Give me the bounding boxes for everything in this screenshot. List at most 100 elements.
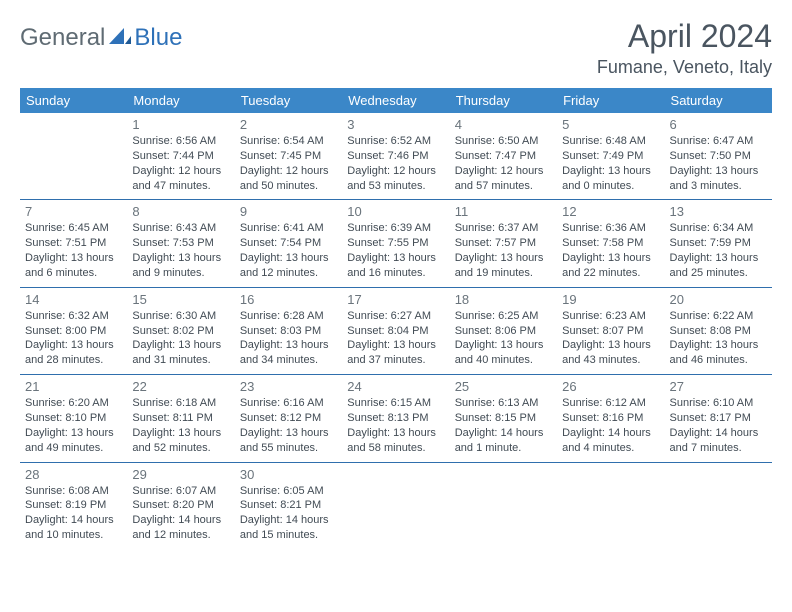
day-info: Sunrise: 6:10 AMSunset: 8:17 PMDaylight:… xyxy=(670,396,767,455)
calendar-cell: 25 Sunrise: 6:13 AMSunset: 8:15 PMDayligh… xyxy=(450,375,557,462)
calendar-cell: 10 Sunrise: 6:39 AMSunset: 7:55 PMDayligh… xyxy=(342,200,449,287)
calendar-cell: 12 Sunrise: 6:36 AMSunset: 7:58 PMDayligh… xyxy=(557,200,664,287)
day-number: 18 xyxy=(455,292,552,307)
day-number: 16 xyxy=(240,292,337,307)
day-info: Sunrise: 6:20 AMSunset: 8:10 PMDaylight:… xyxy=(25,396,122,455)
calendar-body: 1Sunrise: 6:56 AMSunset: 7:44 PMDaylight… xyxy=(20,113,772,549)
logo-sail-icon xyxy=(109,26,131,51)
calendar-cell: 8Sunrise: 6:43 AMSunset: 7:53 PMDaylight… xyxy=(127,200,234,287)
logo-text-blue: Blue xyxy=(134,24,182,52)
day-number: 15 xyxy=(132,292,229,307)
day-info: Sunrise: 6:22 AMSunset: 8:08 PMDaylight:… xyxy=(670,309,767,368)
page: General Blue April 2024 Fumane, Veneto, … xyxy=(0,0,792,549)
calendar-cell: 15Sunrise: 6:30 AMSunset: 8:02 PMDayligh… xyxy=(127,287,234,374)
day-number: 23 xyxy=(240,379,337,394)
weekday-header: Thursday xyxy=(450,88,557,113)
calendar-cell xyxy=(665,462,772,549)
day-number: 17 xyxy=(347,292,444,307)
calendar-cell: 24Sunrise: 6:15 AMSunset: 8:13 PMDayligh… xyxy=(342,375,449,462)
calendar-row: 14 Sunrise: 6:32 AMSunset: 8:00 PMDayligh… xyxy=(20,287,772,374)
day-info: Sunrise: 6:28 AMSunset: 8:03 PMDaylight:… xyxy=(240,309,337,368)
calendar-cell: 11Sunrise: 6:37 AMSunset: 7:57 PMDayligh… xyxy=(450,200,557,287)
day-info: Sunrise: 6:37 AMSunset: 7:57 PMDaylight:… xyxy=(455,221,552,280)
page-title: April 2024 xyxy=(597,18,772,55)
day-number: 4 xyxy=(455,117,552,132)
day-number: 12 xyxy=(562,204,659,219)
day-info: Sunrise: 6:25 AMSunset: 8:06 PMDaylight:… xyxy=(455,309,552,368)
logo-text-general: General xyxy=(20,24,105,52)
day-info: Sunrise: 6:36 AMSunset: 7:58 PMDaylight:… xyxy=(562,221,659,280)
day-info: Sunrise: 6:27 AMSunset: 8:04 PMDaylight:… xyxy=(347,309,444,368)
calendar-row: 28Sunrise: 6:08 AMSunset: 8:19 PMDayligh… xyxy=(20,462,772,549)
day-number: 21 xyxy=(25,379,122,394)
day-info: Sunrise: 6:07 AMSunset: 8:20 PMDaylight:… xyxy=(132,484,229,543)
weekday-header: Sunday xyxy=(20,88,127,113)
calendar-cell: 23 Sunrise: 6:16 AMSunset: 8:12 PMDayligh… xyxy=(235,375,342,462)
calendar-row: 21 Sunrise: 6:20 AMSunset: 8:10 PMDayligh… xyxy=(20,375,772,462)
day-info: Sunrise: 6:50 AMSunset: 7:47 PMDaylight:… xyxy=(455,134,552,193)
calendar-cell: 30 Sunrise: 6:05 AMSunset: 8:21 PMDayligh… xyxy=(235,462,342,549)
calendar-cell: 3 Sunrise: 6:52 AMSunset: 7:46 PMDaylight… xyxy=(342,113,449,200)
day-number: 7 xyxy=(25,204,122,219)
calendar-row: 7 Sunrise: 6:45 AMSunset: 7:51 PMDaylight… xyxy=(20,200,772,287)
calendar-cell: 22Sunrise: 6:18 AMSunset: 8:11 PMDayligh… xyxy=(127,375,234,462)
day-number: 22 xyxy=(132,379,229,394)
day-number: 26 xyxy=(562,379,659,394)
day-info: Sunrise: 6:16 AMSunset: 8:12 PMDaylight:… xyxy=(240,396,337,455)
calendar-table: SundayMondayTuesdayWednesdayThursdayFrid… xyxy=(20,88,772,549)
calendar-cell: 5 Sunrise: 6:48 AMSunset: 7:49 PMDaylight… xyxy=(557,113,664,200)
day-info: Sunrise: 6:39 AMSunset: 7:55 PMDaylight:… xyxy=(347,221,444,280)
title-block: April 2024 Fumane, Veneto, Italy xyxy=(597,18,772,78)
day-info: Sunrise: 6:05 AMSunset: 8:21 PMDaylight:… xyxy=(240,484,337,543)
day-number: 2 xyxy=(240,117,337,132)
location-text: Fumane, Veneto, Italy xyxy=(597,57,772,78)
day-number: 10 xyxy=(347,204,444,219)
calendar-cell xyxy=(20,113,127,200)
day-number: 14 xyxy=(25,292,122,307)
calendar-cell: 18 Sunrise: 6:25 AMSunset: 8:06 PMDayligh… xyxy=(450,287,557,374)
logo: General Blue xyxy=(20,24,182,52)
calendar-cell: 28Sunrise: 6:08 AMSunset: 8:19 PMDayligh… xyxy=(20,462,127,549)
day-info: Sunrise: 6:56 AMSunset: 7:44 PMDaylight:… xyxy=(132,134,229,193)
calendar-cell xyxy=(450,462,557,549)
calendar-cell: 9Sunrise: 6:41 AMSunset: 7:54 PMDaylight… xyxy=(235,200,342,287)
day-number: 3 xyxy=(347,117,444,132)
calendar-cell: 16 Sunrise: 6:28 AMSunset: 8:03 PMDayligh… xyxy=(235,287,342,374)
calendar-cell xyxy=(557,462,664,549)
calendar-cell: 19 Sunrise: 6:23 AMSunset: 8:07 PMDayligh… xyxy=(557,287,664,374)
day-number: 13 xyxy=(670,204,767,219)
day-info: Sunrise: 6:32 AMSunset: 8:00 PMDaylight:… xyxy=(25,309,122,368)
day-info: Sunrise: 6:52 AMSunset: 7:46 PMDaylight:… xyxy=(347,134,444,193)
calendar-cell: 17 Sunrise: 6:27 AMSunset: 8:04 PMDayligh… xyxy=(342,287,449,374)
day-info: Sunrise: 6:13 AMSunset: 8:15 PMDaylight:… xyxy=(455,396,552,455)
calendar-cell: 26Sunrise: 6:12 AMSunset: 8:16 PMDayligh… xyxy=(557,375,664,462)
calendar-cell: 14 Sunrise: 6:32 AMSunset: 8:00 PMDayligh… xyxy=(20,287,127,374)
calendar-row: 1Sunrise: 6:56 AMSunset: 7:44 PMDaylight… xyxy=(20,113,772,200)
calendar-head: SundayMondayTuesdayWednesdayThursdayFrid… xyxy=(20,88,772,113)
calendar-cell: 13 Sunrise: 6:34 AMSunset: 7:59 PMDayligh… xyxy=(665,200,772,287)
weekday-header: Wednesday xyxy=(342,88,449,113)
day-number: 5 xyxy=(562,117,659,132)
calendar-cell: 27Sunrise: 6:10 AMSunset: 8:17 PMDayligh… xyxy=(665,375,772,462)
calendar-cell: 2 Sunrise: 6:54 AMSunset: 7:45 PMDaylight… xyxy=(235,113,342,200)
day-number: 30 xyxy=(240,467,337,482)
day-number: 8 xyxy=(132,204,229,219)
calendar-cell: 4 Sunrise: 6:50 AMSunset: 7:47 PMDaylight… xyxy=(450,113,557,200)
calendar-cell: 6Sunrise: 6:47 AMSunset: 7:50 PMDaylight… xyxy=(665,113,772,200)
weekday-header: Saturday xyxy=(665,88,772,113)
day-info: Sunrise: 6:23 AMSunset: 8:07 PMDaylight:… xyxy=(562,309,659,368)
calendar-cell: 20 Sunrise: 6:22 AMSunset: 8:08 PMDayligh… xyxy=(665,287,772,374)
calendar-cell xyxy=(342,462,449,549)
day-number: 19 xyxy=(562,292,659,307)
day-info: Sunrise: 6:48 AMSunset: 7:49 PMDaylight:… xyxy=(562,134,659,193)
weekday-header: Tuesday xyxy=(235,88,342,113)
day-info: Sunrise: 6:34 AMSunset: 7:59 PMDaylight:… xyxy=(670,221,767,280)
day-info: Sunrise: 6:45 AMSunset: 7:51 PMDaylight:… xyxy=(25,221,122,280)
day-number: 20 xyxy=(670,292,767,307)
day-info: Sunrise: 6:41 AMSunset: 7:54 PMDaylight:… xyxy=(240,221,337,280)
day-info: Sunrise: 6:08 AMSunset: 8:19 PMDaylight:… xyxy=(25,484,122,543)
day-number: 25 xyxy=(455,379,552,394)
calendar-cell: 29 Sunrise: 6:07 AMSunset: 8:20 PMDayligh… xyxy=(127,462,234,549)
day-info: Sunrise: 6:54 AMSunset: 7:45 PMDaylight:… xyxy=(240,134,337,193)
day-number: 29 xyxy=(132,467,229,482)
